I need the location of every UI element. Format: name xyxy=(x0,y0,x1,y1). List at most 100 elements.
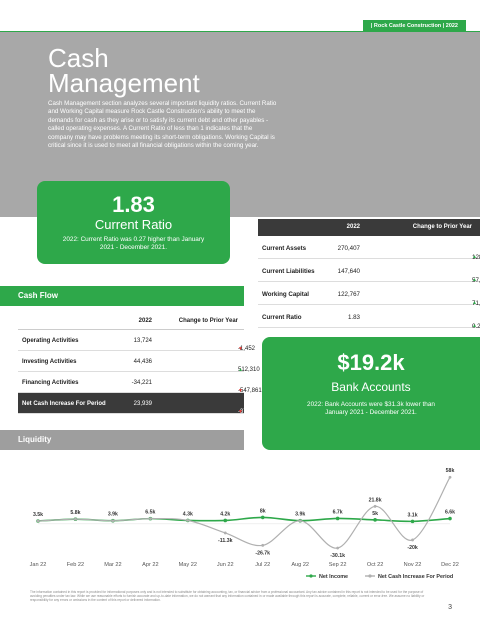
net-cash-data-label: -26.7k xyxy=(255,550,270,556)
cf-row-label: Financing Activities xyxy=(22,380,79,386)
net-cash-point xyxy=(373,504,377,508)
cash-flow-row: Financing Activities -34,221 -547,861 ▼ xyxy=(18,372,262,394)
cf-row-label: Operating Activities xyxy=(22,338,79,344)
ratio-table-row: Current Assets 270,407 128,921 ▲ xyxy=(258,236,480,261)
liquidity-chart: 3.5k 5.8k 3.9k 6.5k 4.3k 4.2k 8k 3.9k 6.7k 5k 3.1k… xyxy=(30,468,459,580)
triangle-up-icon: ▲ xyxy=(472,277,477,283)
net-income-data-label: 6.5k xyxy=(145,510,155,516)
triangle-down-icon: ▼ xyxy=(238,346,243,352)
page-number: 3 xyxy=(448,604,452,611)
triangle-up-icon: ▲ xyxy=(238,367,243,373)
x-tick-label: Feb 22 xyxy=(67,562,84,568)
cash-flow-total-row: Net Cash Increase For Period 23,939 -37,00… xyxy=(18,393,258,415)
net-income-point xyxy=(448,516,452,521)
bank-accounts-card: $19.2k Bank Accounts 2022: Bank Accounts… xyxy=(262,337,480,450)
cf-row-change-value: 512,310 xyxy=(238,367,260,373)
net-income-data-label: 4.2k xyxy=(220,511,230,517)
bank-accounts-subtext: 2022: Bank Accounts were $31.3k lower th… xyxy=(307,401,435,416)
x-tick-label: Dec 22 xyxy=(441,562,459,568)
ratio-row-change-value: 71,758 xyxy=(472,300,480,307)
net-cash-data-label: 21.8k xyxy=(369,497,382,503)
cf-col-change: Change to Prior Year xyxy=(178,318,238,324)
cf-row-change-value: -37,003 xyxy=(238,409,259,415)
net-cash-line xyxy=(37,476,451,549)
net-cash-point xyxy=(223,531,227,535)
x-tick-label: Jul 22 xyxy=(255,562,270,568)
net-cash-data-label: -30.1k xyxy=(330,553,345,559)
net-income-data-label: 6.7k xyxy=(333,509,343,515)
net-cash-point xyxy=(186,518,190,522)
net-cash-point xyxy=(111,519,115,523)
net-income-data-label: 5k xyxy=(372,511,378,517)
liquidity-header: Liquidity xyxy=(0,430,244,450)
cf-row-change-value: -1,452 xyxy=(238,346,256,352)
current-ratio-value: 1.83 xyxy=(112,192,155,217)
ratio-table-row: Working Capital 122,767 71,758 ▲ xyxy=(258,282,480,307)
net-cash-point xyxy=(411,538,414,542)
net-income-data-label: 6.6k xyxy=(445,510,455,516)
bank-accounts-label: Bank Accounts xyxy=(331,380,411,394)
cf-row-value: -34,221 xyxy=(131,380,152,386)
cash-flow-header: Cash Flow xyxy=(0,286,244,306)
net-income-point xyxy=(260,515,265,520)
net-income-data-label: 3.9k xyxy=(295,512,305,518)
x-tick-label: Jan 22 xyxy=(30,562,47,568)
ratio-row-label: Current Ratio xyxy=(262,314,302,321)
cash-flow-table-header: 2022 Change to Prior Year xyxy=(18,312,244,330)
current-ratio-label: Current Ratio xyxy=(94,217,173,232)
company-year-tag: | Rock Castle Construction | 2022 xyxy=(362,20,466,32)
title-line-2: Management xyxy=(48,68,200,98)
net-income-data-label: 4.3k xyxy=(183,511,193,517)
triangle-down-icon: ▼ xyxy=(238,388,243,394)
net-income-point xyxy=(223,518,228,523)
cf-row-value: 23,939 xyxy=(133,401,152,407)
x-tick-label: Apr 22 xyxy=(142,562,158,568)
page-title: Cash Management xyxy=(48,43,200,98)
ratio-row-value: 122,767 xyxy=(337,291,360,298)
x-tick-label: Mar 22 xyxy=(104,562,121,568)
net-income-data-label: 3.9k xyxy=(108,512,118,518)
current-ratio-subtext: 2022: Current Ratio was 0.27 higher than… xyxy=(62,236,205,251)
net-cash-point xyxy=(148,517,152,521)
triangle-up-icon: ▲ xyxy=(472,323,477,329)
cf-row-change-value: -547,861 xyxy=(238,388,262,394)
net-cash-point xyxy=(298,519,302,523)
ratio-row-change-value: 128,921 xyxy=(472,254,480,261)
net-income-data-label: 8k xyxy=(260,508,266,514)
disclaimer-footnote: The information contained in this report… xyxy=(30,590,425,603)
net-income-point xyxy=(335,516,340,521)
net-income-data-label: 3.5k xyxy=(33,512,43,518)
triangle-up-icon: ▲ xyxy=(472,300,477,306)
title-line-1: Cash xyxy=(48,43,109,73)
legend-net-cash-label: Net Cash Increase For Period xyxy=(378,574,453,580)
ratio-row-change-value: 57,163 xyxy=(472,277,480,284)
cf-row-value: 44,436 xyxy=(133,359,152,365)
cf-row-label: Net Cash Increase For Period xyxy=(22,401,106,407)
cash-flow-row: Operating Activities 13,724 -1,452 ▼ xyxy=(18,330,255,352)
ratio-table-row: Current Ratio 1.83 0.27 ▲ xyxy=(258,305,480,330)
net-cash-point xyxy=(36,519,40,523)
bank-accounts-value: $19.2k xyxy=(337,350,405,375)
net-income-data-label: 3.1k xyxy=(407,512,417,518)
x-tick-label: Aug 22 xyxy=(291,562,309,568)
net-cash-point xyxy=(448,475,452,479)
ratio-table-row: Current Liabilities 147,640 57,163 ▲ xyxy=(258,259,480,284)
x-tick-label: Jun 22 xyxy=(217,562,234,568)
net-cash-data-label: -20k xyxy=(407,545,417,551)
ratio-table: 2022 Change to Prior Year Current Assets… xyxy=(258,219,480,330)
current-ratio-card: 1.83 Current Ratio 2022: Current Ratio w… xyxy=(37,181,230,264)
net-cash-data-label: 58k xyxy=(446,468,455,474)
legend-net-income-label: Net Income xyxy=(319,574,348,580)
net-cash-data-label: -11.3k xyxy=(218,538,233,544)
x-tick-label: May 22 xyxy=(179,562,197,568)
ratio-row-change-value: 0.27 xyxy=(472,323,480,330)
cash-flow-row: Investing Activities 44,436 512,310 ▲ xyxy=(18,351,260,373)
legend-net-income-marker xyxy=(309,574,313,578)
top-bar: | Rock Castle Construction | 2022 xyxy=(0,0,480,32)
ratio-col-2022: 2022 xyxy=(346,224,360,230)
legend-net-cash-marker xyxy=(368,574,372,578)
cf-row-label: Investing Activities xyxy=(22,359,77,365)
ratio-row-value: 1.83 xyxy=(347,314,360,321)
net-income-data-label: 5.8k xyxy=(70,510,80,516)
ratio-row-value: 147,640 xyxy=(337,268,360,275)
